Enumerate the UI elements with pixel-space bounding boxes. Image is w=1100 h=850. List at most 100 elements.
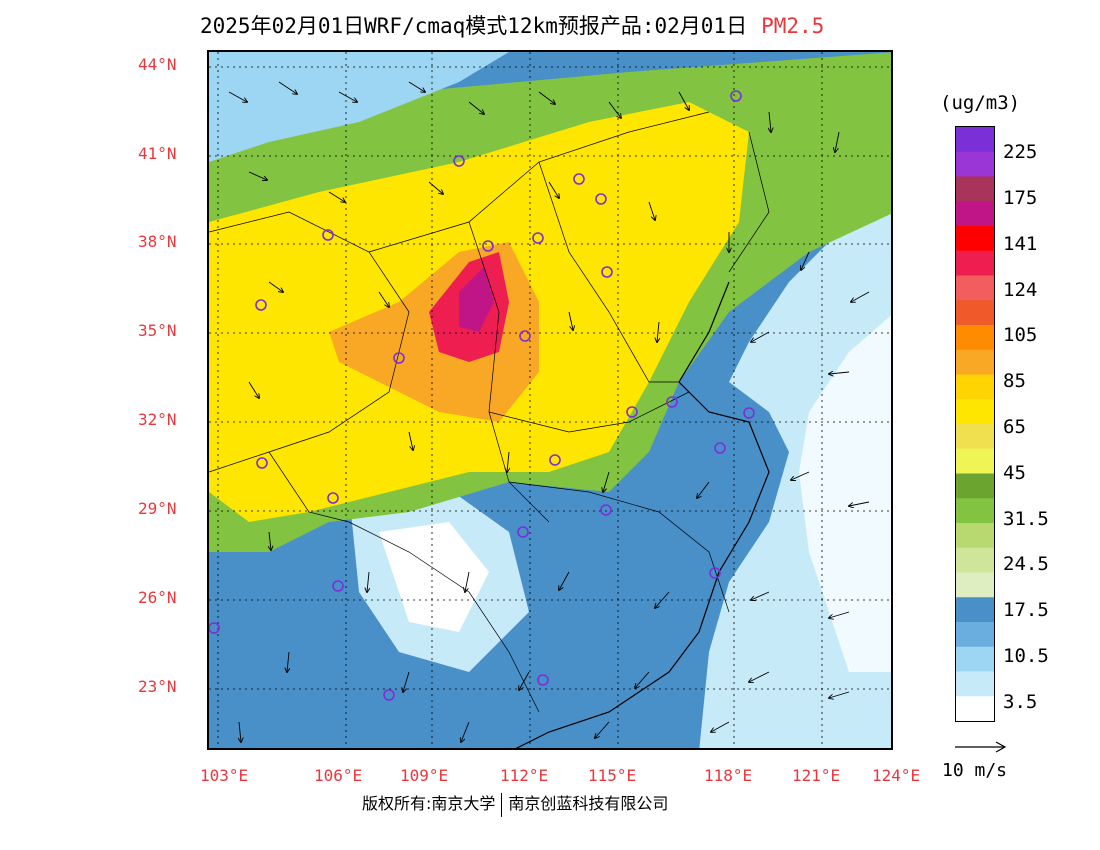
legend-swatch [956, 572, 994, 598]
city-marker [332, 580, 344, 592]
ocean-clean-area [799, 315, 891, 672]
legend-swatch [956, 498, 994, 524]
legend-swatch [956, 176, 994, 202]
legend-swatch [956, 523, 994, 549]
city-marker [626, 406, 638, 418]
lon-label: 118°E [704, 766, 753, 785]
legend-label: 225 [1003, 141, 1038, 163]
city-marker [453, 155, 465, 167]
legend-swatch [956, 424, 994, 450]
legend-label: 3.5 [1003, 691, 1038, 713]
copyright-footer: 版权所有:南京大学 南京创蓝科技有限公司 [362, 790, 668, 817]
legend-label: 17.5 [1003, 599, 1049, 621]
lon-label: 106°E [314, 766, 363, 785]
reference-vector-label: 10 m/s [942, 760, 1008, 781]
city-markers [209, 90, 755, 701]
city-marker [743, 407, 755, 419]
city-marker [537, 674, 549, 686]
province-borders [209, 111, 770, 713]
legend-colorbar [955, 126, 995, 722]
lat-label: 23°N [138, 677, 177, 696]
legend-swatch [956, 399, 994, 425]
lat-label: 29°N [138, 499, 177, 518]
city-marker [383, 689, 395, 701]
legend-swatch [956, 349, 994, 375]
legend-swatch [956, 671, 994, 697]
reference-vector-arrow [955, 741, 1007, 753]
lat-label: 38°N [138, 232, 177, 251]
city-marker [595, 193, 607, 205]
north-light-area [209, 52, 509, 162]
city-marker [730, 90, 742, 102]
coastline [515, 281, 770, 748]
city-marker [517, 526, 529, 538]
legend-units: (ug/m3) [940, 92, 1021, 114]
title-text: 2025年02月01日WRF/cmaq模式12km预报产品:02月01日 [200, 14, 748, 38]
city-marker [209, 622, 220, 634]
lon-label: 121°E [792, 766, 841, 785]
legend-swatch [956, 622, 994, 648]
lon-label: 103°E [200, 766, 249, 785]
city-marker [482, 240, 494, 252]
legend-swatch [956, 646, 994, 672]
city-marker [322, 229, 334, 241]
legend-swatches [956, 127, 994, 722]
south-white-area [379, 522, 489, 632]
footer-divider [501, 792, 503, 817]
legend-swatch [956, 547, 994, 573]
legend-label: 24.5 [1003, 553, 1049, 575]
city-marker [255, 299, 267, 311]
legend-label: 141 [1003, 233, 1038, 255]
legend-label: 45 [1003, 462, 1026, 484]
lat-label: 41°N [138, 144, 177, 163]
city-marker [709, 567, 721, 579]
legend-swatch [956, 696, 994, 722]
legend-swatch [956, 448, 994, 474]
lon-label: 124°E [872, 766, 921, 785]
legend-label: 105 [1003, 324, 1038, 346]
city-marker [549, 454, 561, 466]
city-marker [601, 266, 613, 278]
legend-swatch [956, 201, 994, 227]
legend-label: 175 [1003, 187, 1038, 209]
wind-vectors [228, 81, 870, 742]
legend-swatch [956, 226, 994, 252]
legend-swatch [956, 250, 994, 276]
pollutant-label: PM2.5 [761, 14, 825, 38]
legend-swatch [956, 300, 994, 326]
legend-label: 10.5 [1003, 645, 1049, 667]
city-marker [519, 330, 531, 342]
city-marker [714, 442, 726, 454]
legend-swatch [956, 151, 994, 177]
legend-swatch [956, 374, 994, 400]
lon-label: 112°E [500, 766, 549, 785]
legend-swatch [956, 325, 994, 351]
city-marker [256, 457, 268, 469]
lon-label: 115°E [588, 766, 637, 785]
lat-label: 44°N [138, 55, 177, 74]
legend-swatch [956, 127, 994, 153]
forecast-map [207, 50, 893, 750]
legend-swatch [956, 275, 994, 301]
legend-label: 31.5 [1003, 508, 1049, 530]
city-marker [573, 173, 585, 185]
lat-label: 32°N [138, 410, 177, 429]
legend-swatch [956, 473, 994, 499]
city-marker [532, 232, 544, 244]
copyright-left: 版权所有:南京大学 [362, 794, 496, 813]
lat-label: 26°N [138, 588, 177, 607]
city-marker [327, 492, 339, 504]
city-marker [666, 396, 678, 408]
map-grid [209, 52, 891, 748]
city-marker [393, 352, 405, 364]
legend-label: 65 [1003, 416, 1026, 438]
copyright-right: 南京创蓝科技有限公司 [508, 794, 669, 813]
lon-label: 109°E [400, 766, 449, 785]
magenta-core [459, 267, 494, 332]
chart-title: 2025年02月01日WRF/cmaq模式12km预报产品:02月01日 PM2.… [200, 10, 824, 40]
legend-label: 124 [1003, 279, 1038, 301]
legend-swatch [956, 597, 994, 623]
map-canvas [209, 52, 891, 748]
lat-label: 35°N [138, 321, 177, 340]
city-marker [600, 504, 612, 516]
